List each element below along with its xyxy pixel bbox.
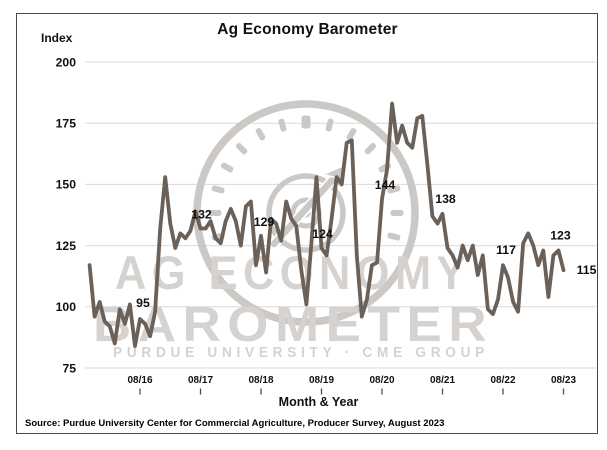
data-point-label: 144 [375, 178, 396, 192]
x-tick-label: 08/23 [551, 375, 576, 386]
source-note: Source: Purdue University Center for Com… [25, 418, 445, 429]
data-point-label: 132 [191, 207, 212, 221]
watermark-line-1: AG ECONOMY [115, 246, 471, 299]
data-point-labels: 95 132 129 124 144 138 117 123 115 [136, 178, 596, 310]
gauge-tick-dash [390, 210, 404, 216]
gauge-tick-dash [387, 232, 401, 241]
x-tick-label: 08/22 [490, 375, 515, 386]
data-series [87, 101, 566, 348]
gauge-tick-dash [278, 118, 287, 132]
data-point-label: 117 [496, 243, 516, 257]
gauge-tick-dash [211, 185, 225, 194]
y-axis-tick-labels: 200 175 150 125 100 75 [56, 55, 77, 375]
y-tick-label: 175 [56, 117, 77, 131]
y-tick-label: 125 [56, 239, 77, 253]
watermark-text: AG ECONOMY BAROMETER PURDUE UNIVERSITY ·… [93, 246, 493, 361]
y-tick-label: 100 [56, 300, 77, 314]
x-tick-label: 08/18 [248, 375, 273, 386]
watermark-line-2: BAROMETER [93, 298, 493, 352]
gauge-tick-dash [325, 118, 334, 132]
y-tick-label: 200 [56, 55, 77, 69]
data-point-label: 95 [136, 296, 150, 310]
y-axis-title: Index [41, 31, 73, 45]
gauge-tick-dash [255, 127, 266, 141]
watermark-line-3: PURDUE UNIVERSITY · CME GROUP [113, 345, 489, 361]
x-tick-label: 08/19 [309, 375, 334, 386]
x-tick-label: 08/20 [369, 375, 394, 386]
x-axis: 08/16 08/17 08/18 08/19 08/20 08/21 08/22 08/23 [127, 375, 576, 395]
x-axis-title: Month & Year [278, 395, 359, 409]
gauge-tick-dash [208, 210, 222, 216]
gauge-inner-ring [266, 173, 346, 253]
data-point-label: 138 [435, 192, 456, 206]
y-tick-label: 150 [56, 178, 77, 192]
gridlines [85, 61, 597, 369]
chart-title: Ag Economy Barometer [217, 21, 398, 38]
x-tick-label: 08/17 [188, 375, 213, 386]
x-tick-label: 08/21 [430, 375, 455, 386]
data-point-label: 115 [577, 263, 597, 277]
gauge-tick-dash [220, 162, 234, 173]
data-point-label: 123 [550, 228, 571, 242]
x-tick-label: 08/16 [127, 375, 152, 386]
gauge-tick-dash [364, 142, 377, 155]
gauge-tick-dash [235, 142, 248, 155]
gauge-tick-dash [301, 115, 311, 129]
data-point-label: 124 [312, 227, 333, 241]
gauge-tick-dash [346, 127, 357, 141]
y-tick-label: 75 [62, 361, 76, 375]
data-point-label: 129 [254, 215, 275, 229]
gauge-needle-shaft [270, 173, 339, 248]
gauge-tick-dash [387, 185, 401, 194]
barometer-line [87, 101, 566, 348]
